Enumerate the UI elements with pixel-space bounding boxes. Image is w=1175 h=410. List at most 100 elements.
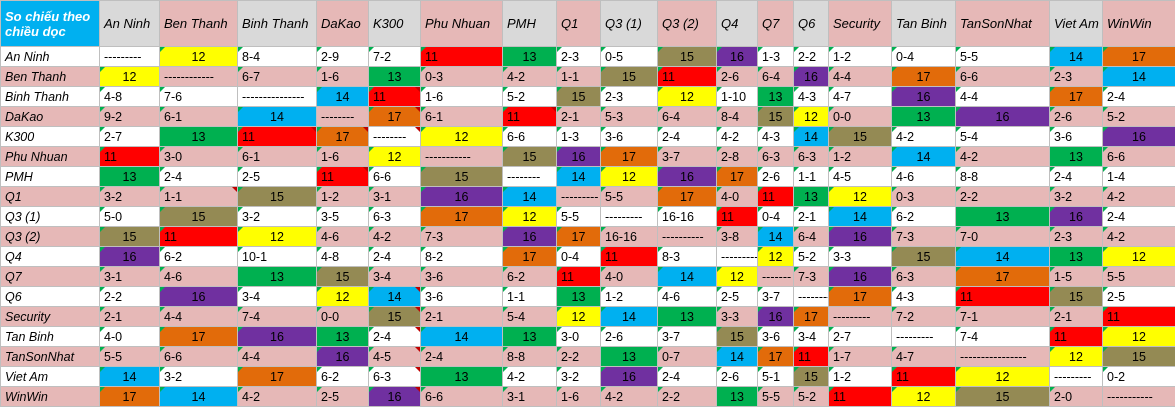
row-label[interactable]: Phu Nhuan xyxy=(0,146,100,167)
grid-cell[interactable]: -------- xyxy=(793,286,829,307)
grid-cell[interactable]: 1-2 xyxy=(600,286,658,307)
grid-cell[interactable]: 3-7 xyxy=(657,326,717,347)
grid-cell[interactable]: 13 xyxy=(716,386,758,407)
grid-cell[interactable]: 5-3 xyxy=(600,106,658,127)
row-label[interactable]: Viet Am xyxy=(0,366,100,387)
grid-cell[interactable]: 15 xyxy=(237,186,317,207)
column-header[interactable]: Phu Nhuan xyxy=(420,0,503,47)
grid-cell[interactable]: 5-2 xyxy=(793,246,829,267)
grid-cell[interactable]: 0-7 xyxy=(657,346,717,367)
grid-cell[interactable]: 15 xyxy=(955,386,1050,407)
grid-cell[interactable]: 2-4 xyxy=(159,166,238,187)
grid-cell[interactable]: 3-6 xyxy=(757,326,794,347)
row-label[interactable]: Q3 (2) xyxy=(0,226,100,247)
grid-cell[interactable]: 3-0 xyxy=(556,326,601,347)
grid-cell[interactable]: 17 xyxy=(556,226,601,247)
grid-cell[interactable]: 2-1 xyxy=(1049,306,1103,327)
grid-cell[interactable]: 15 xyxy=(891,246,956,267)
grid-cell[interactable]: 6-3 xyxy=(368,206,421,227)
column-header[interactable]: Q4 xyxy=(716,0,758,47)
grid-cell[interactable]: 2-3 xyxy=(1049,226,1103,247)
grid-cell[interactable]: 4-2 xyxy=(237,386,317,407)
grid-cell[interactable]: 12 xyxy=(1102,326,1175,347)
grid-cell[interactable]: 1-6 xyxy=(420,86,503,107)
grid-cell[interactable]: 12 xyxy=(955,366,1050,387)
grid-cell[interactable]: 12 xyxy=(556,306,601,327)
grid-cell[interactable]: 11 xyxy=(716,206,758,227)
grid-cell[interactable]: 5-5 xyxy=(556,206,601,227)
grid-cell[interactable]: 11 xyxy=(600,246,658,267)
grid-cell[interactable]: 1-10 xyxy=(716,86,758,107)
grid-cell[interactable]: 2-3 xyxy=(1049,66,1103,87)
grid-cell[interactable]: 3-4 xyxy=(793,326,829,347)
grid-cell[interactable]: 16 xyxy=(793,66,829,87)
grid-cell[interactable]: 16 xyxy=(316,346,369,367)
grid-cell[interactable]: 12 xyxy=(716,266,758,287)
grid-cell[interactable]: 2-7 xyxy=(828,326,892,347)
grid-cell[interactable]: 15 xyxy=(657,46,717,67)
grid-cell[interactable]: 2-4 xyxy=(368,246,421,267)
grid-cell[interactable]: 11 xyxy=(420,46,503,67)
grid-cell[interactable]: 0-0 xyxy=(316,306,369,327)
grid-cell[interactable]: 5-4 xyxy=(955,126,1050,147)
grid-cell[interactable]: 5-4 xyxy=(502,306,557,327)
grid-cell[interactable]: 0-4 xyxy=(757,206,794,227)
grid-cell[interactable]: 16-16 xyxy=(600,226,658,247)
grid-cell[interactable]: 3-3 xyxy=(716,306,758,327)
grid-cell[interactable]: 9-2 xyxy=(99,106,160,127)
grid-cell[interactable]: 6-4 xyxy=(657,106,717,127)
row-label[interactable]: K300 xyxy=(0,126,100,147)
grid-cell[interactable]: 14 xyxy=(955,246,1050,267)
grid-cell[interactable]: 14 xyxy=(1102,66,1175,87)
grid-cell[interactable]: 14 xyxy=(99,366,160,387)
grid-cell[interactable]: 15 xyxy=(556,86,601,107)
grid-cell[interactable]: 11 xyxy=(891,366,956,387)
column-header[interactable]: WinWin xyxy=(1102,0,1175,47)
grid-cell[interactable]: 1-1 xyxy=(556,66,601,87)
grid-cell[interactable]: 3-7 xyxy=(657,146,717,167)
grid-cell[interactable]: 4-2 xyxy=(368,226,421,247)
grid-cell[interactable]: 14 xyxy=(502,186,557,207)
row-label[interactable]: Binh Thanh xyxy=(0,86,100,107)
grid-cell[interactable]: 12 xyxy=(1102,246,1175,267)
grid-cell[interactable]: 6-4 xyxy=(793,226,829,247)
grid-cell[interactable]: 6-2 xyxy=(502,266,557,287)
grid-cell[interactable]: 12 xyxy=(159,46,238,67)
grid-cell[interactable]: 16 xyxy=(556,146,601,167)
grid-cell[interactable]: 1-1 xyxy=(159,186,238,207)
grid-cell[interactable]: 4-7 xyxy=(891,346,956,367)
grid-cell[interactable]: 13 xyxy=(600,346,658,367)
grid-cell[interactable]: 13 xyxy=(556,286,601,307)
grid-cell[interactable]: ---------------- xyxy=(955,346,1050,367)
grid-cell[interactable]: 5-5 xyxy=(955,46,1050,67)
grid-cell[interactable]: 6-1 xyxy=(420,106,503,127)
grid-cell[interactable]: 2-5 xyxy=(316,386,369,407)
row-label[interactable]: Q1 xyxy=(0,186,100,207)
grid-cell[interactable]: 13 xyxy=(237,266,317,287)
grid-cell[interactable]: 16 xyxy=(716,46,758,67)
grid-cell[interactable]: 17 xyxy=(420,206,503,227)
row-label[interactable]: Security xyxy=(0,306,100,327)
grid-cell[interactable]: 3-5 xyxy=(316,206,369,227)
grid-cell[interactable]: 3-0 xyxy=(159,146,238,167)
grid-cell[interactable]: 7-4 xyxy=(237,306,317,327)
grid-cell[interactable]: 11 xyxy=(793,346,829,367)
grid-cell[interactable]: 16 xyxy=(828,266,892,287)
grid-cell[interactable]: 7-3 xyxy=(420,226,503,247)
grid-cell[interactable]: 17 xyxy=(955,266,1050,287)
grid-cell[interactable]: --------- xyxy=(556,186,601,207)
grid-cell[interactable]: 16 xyxy=(657,166,717,187)
grid-cell[interactable]: 2-4 xyxy=(657,126,717,147)
grid-cell[interactable]: --------- xyxy=(891,326,956,347)
grid-cell[interactable]: 14 xyxy=(368,286,421,307)
grid-cell[interactable]: 15 xyxy=(757,106,794,127)
grid-cell[interactable]: 16 xyxy=(828,226,892,247)
grid-cell[interactable]: 7-1 xyxy=(955,306,1050,327)
grid-cell[interactable]: 14 xyxy=(1049,46,1103,67)
grid-cell[interactable]: 14 xyxy=(556,166,601,187)
grid-cell[interactable]: 4-8 xyxy=(99,86,160,107)
grid-cell[interactable]: 2-5 xyxy=(237,166,317,187)
grid-cell[interactable]: 13 xyxy=(757,86,794,107)
grid-cell[interactable]: 4-0 xyxy=(716,186,758,207)
grid-cell[interactable]: 0-2 xyxy=(1102,366,1175,387)
